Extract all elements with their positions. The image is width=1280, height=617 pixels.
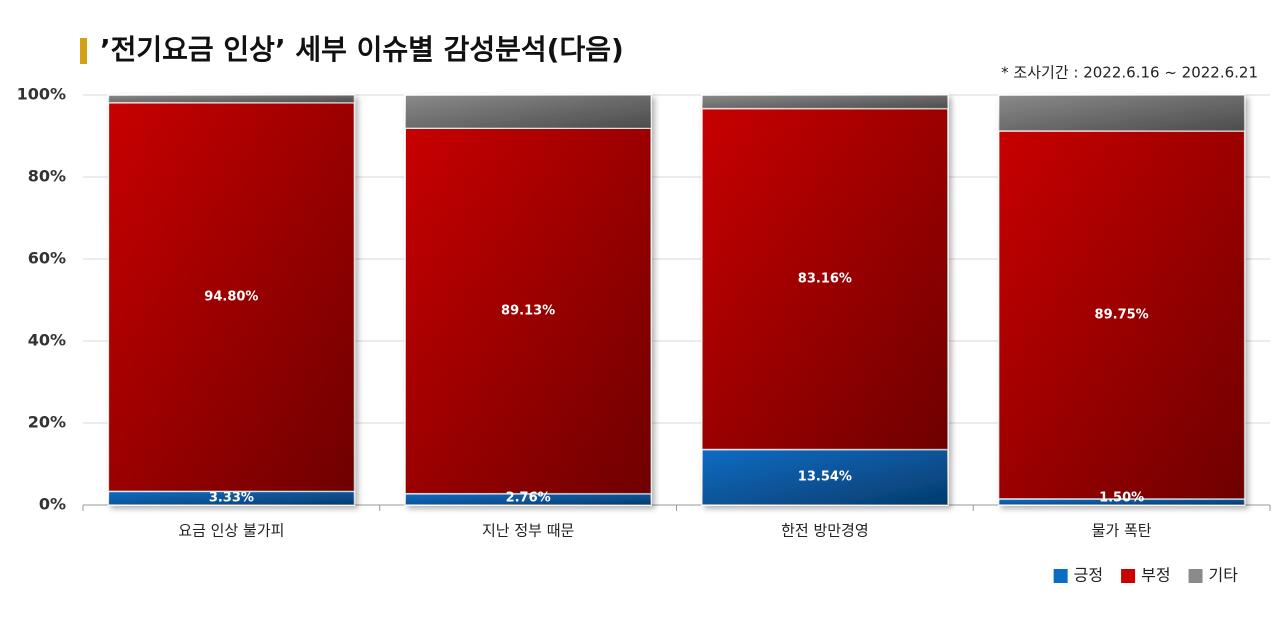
value-label: 89.13% bbox=[501, 303, 555, 318]
legend-label: 긍정 bbox=[1074, 566, 1103, 585]
legend-swatch bbox=[1121, 569, 1136, 583]
value-label: 13.54% bbox=[798, 470, 852, 485]
x-tick-label: 한전 방만경영 bbox=[781, 522, 869, 540]
y-tick-label: 80% bbox=[28, 167, 66, 186]
title-marker bbox=[80, 38, 87, 64]
y-tick-label: 40% bbox=[28, 331, 66, 350]
bar-segment bbox=[404, 94, 652, 130]
chart-title: ’전기요금 인상’ 세부 이슈별 감성분석(다음) bbox=[100, 33, 624, 66]
y-tick-label: 100% bbox=[17, 85, 66, 104]
value-label: 94.80% bbox=[204, 290, 258, 305]
x-tick-label: 지난 정부 때문 bbox=[482, 522, 575, 540]
y-tick-label: 20% bbox=[28, 413, 66, 432]
bar-stack bbox=[997, 94, 1246, 506]
chart-subtitle: * 조사기간 : 2022.6.16 ~ 2022.6.21 bbox=[1001, 64, 1258, 82]
value-label: 83.16% bbox=[798, 272, 852, 287]
legend-swatch bbox=[1053, 569, 1068, 583]
value-label: 3.33% bbox=[209, 491, 254, 506]
value-label: 89.75% bbox=[1095, 307, 1149, 322]
legend-label: 기타 bbox=[1209, 566, 1239, 585]
bar-segment bbox=[107, 94, 356, 104]
x-tick-label: 요금 인상 불가피 bbox=[178, 522, 284, 540]
value-label: 2.76% bbox=[506, 491, 551, 506]
value-label: 1.50% bbox=[1099, 491, 1144, 506]
bar-segment bbox=[701, 94, 949, 110]
legend-label: 부정 bbox=[1141, 566, 1170, 585]
y-tick-label: 60% bbox=[28, 249, 66, 268]
bar-stack bbox=[701, 94, 949, 506]
bar-segment bbox=[997, 94, 1246, 132]
x-tick-label: 물가 폭탄 bbox=[1092, 522, 1152, 540]
y-tick-label: 0% bbox=[39, 495, 66, 514]
legend-swatch bbox=[1188, 569, 1203, 583]
bar-stack bbox=[404, 94, 652, 506]
